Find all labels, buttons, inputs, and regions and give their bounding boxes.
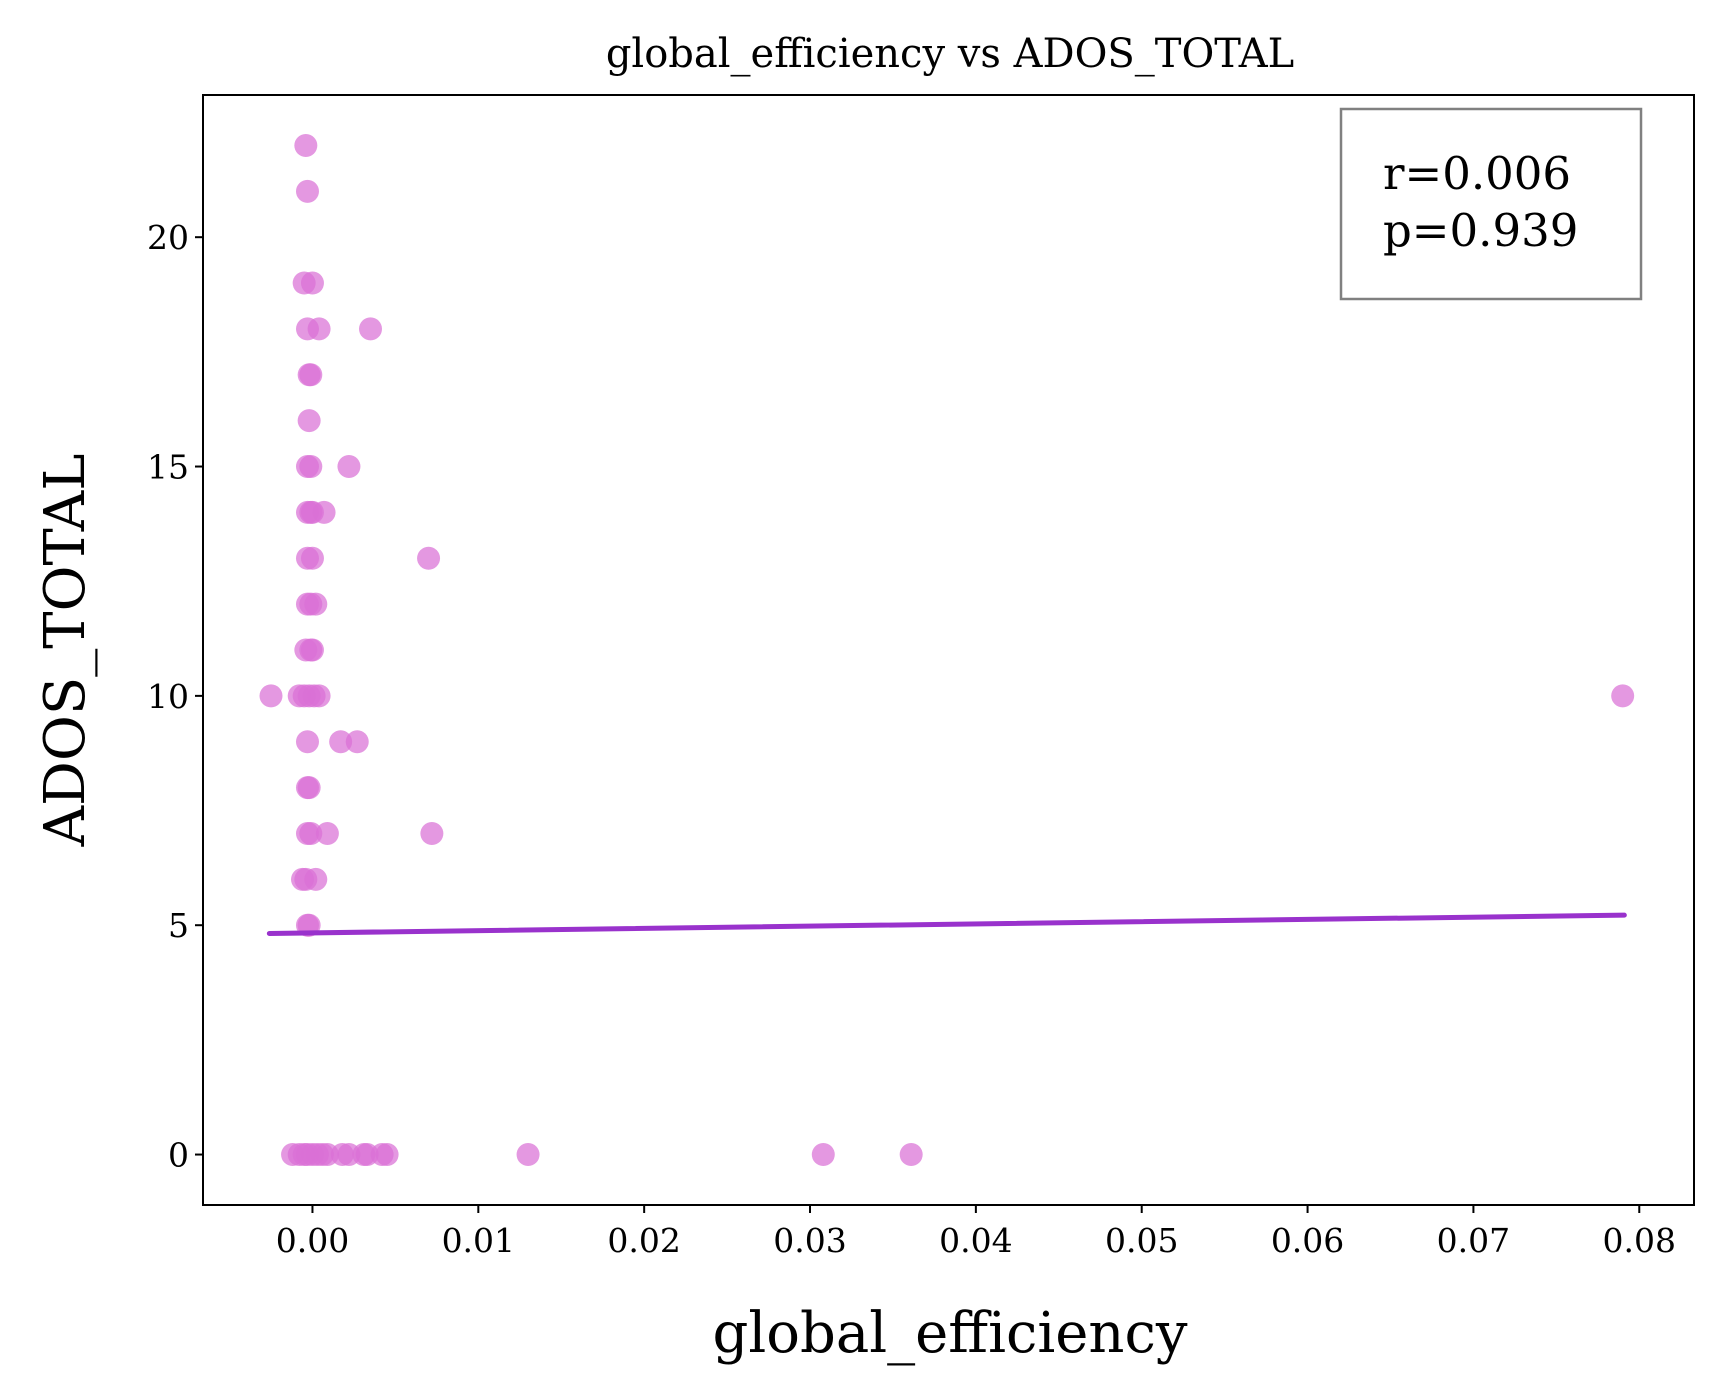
data-point <box>307 317 331 341</box>
data-points <box>259 133 1635 1167</box>
data-point <box>899 1143 923 1167</box>
x-tick-label: 0.05 <box>1105 1221 1178 1260</box>
data-point <box>297 409 321 433</box>
data-point <box>312 500 336 524</box>
y-tick-label: 5 <box>168 906 189 945</box>
data-point <box>304 867 328 891</box>
y-axis-ticks: 0 5 10 15 20 <box>147 218 203 1175</box>
data-point <box>337 455 361 479</box>
data-point <box>420 821 444 845</box>
data-point <box>299 821 323 845</box>
x-tick-label: 0.02 <box>607 1221 680 1260</box>
data-point <box>295 179 319 203</box>
data-point <box>299 455 323 479</box>
x-axis-label: global_efficiency <box>713 1301 1188 1366</box>
x-tick-label: 0.06 <box>1271 1221 1344 1260</box>
y-tick-label: 10 <box>147 677 189 716</box>
x-tick-label: 0.00 <box>276 1221 349 1260</box>
fit-line-group <box>266 912 1627 936</box>
data-point <box>300 638 324 662</box>
data-point <box>315 821 339 845</box>
data-point <box>297 776 321 800</box>
stats-annotation: r=0.006 p=0.939 <box>1339 107 1643 301</box>
x-tick-label: 0.08 <box>1603 1221 1676 1260</box>
x-axis-ticks: 0.00 0.01 0.02 0.03 0.04 0.05 0.06 0.07 0.08 <box>276 1205 1676 1260</box>
data-point <box>345 730 369 754</box>
data-point <box>329 730 353 754</box>
stats-p-value: p=0.939 <box>1383 204 1578 257</box>
data-point <box>300 546 324 570</box>
data-point <box>295 730 319 754</box>
data-point <box>359 317 383 341</box>
regression-line <box>266 912 1627 936</box>
x-tick-label: 0.01 <box>442 1221 515 1260</box>
data-point <box>811 1143 835 1167</box>
data-point <box>300 271 324 295</box>
y-tick-label: 15 <box>147 448 189 487</box>
y-tick-label: 0 <box>168 1136 189 1175</box>
x-tick-label: 0.03 <box>773 1221 846 1260</box>
data-point <box>516 1143 540 1167</box>
stats-box <box>1339 107 1643 301</box>
data-point <box>259 684 283 708</box>
y-axis-label: ADOS_TOTAL <box>33 454 98 848</box>
data-point <box>417 546 441 570</box>
data-point <box>304 592 328 616</box>
data-point <box>1611 684 1635 708</box>
x-tick-label: 0.07 <box>1437 1221 1510 1260</box>
y-tick-label: 20 <box>147 218 189 257</box>
data-point <box>299 363 323 387</box>
x-tick-label: 0.04 <box>939 1221 1012 1260</box>
stats-r-value: r=0.006 <box>1383 147 1571 200</box>
data-point <box>294 133 318 157</box>
data-point <box>375 1143 399 1167</box>
data-point <box>307 684 331 708</box>
plot-frame <box>202 94 1695 1206</box>
chart-title: global_efficiency vs ADOS_TOTAL <box>606 31 1294 77</box>
